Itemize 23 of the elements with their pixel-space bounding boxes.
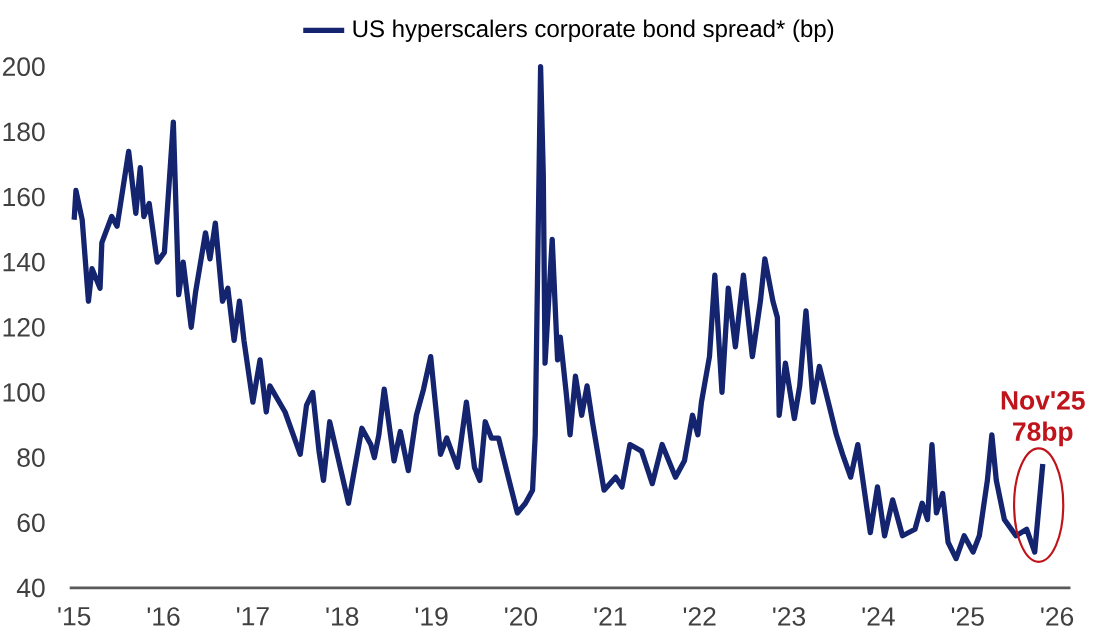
x-tick-label: '26: [1041, 607, 1074, 626]
x-tick-label: '21: [594, 607, 627, 626]
legend-label: US hyperscalers corporate bond spread* (bp): [353, 19, 834, 42]
x-tick-label: '15: [58, 607, 91, 626]
y-tick-label: 140: [3, 252, 45, 272]
x-tick-label: '23: [773, 607, 806, 626]
y-tick-label: 40: [16, 578, 45, 598]
y-tick-label: 100: [3, 383, 45, 402]
y-tick-label: 60: [17, 513, 45, 533]
x-tick-label: '19: [415, 607, 448, 626]
y-tick-label: 160: [3, 187, 45, 207]
x-tick-label: '24: [862, 607, 895, 626]
x-tick-label: '18: [326, 607, 359, 626]
x-tick-label: '16: [147, 607, 180, 626]
y-tick-label: 200: [2, 57, 45, 77]
y-tick-label: 80: [17, 448, 45, 467]
x-tick-label: '20: [505, 607, 538, 626]
x-tick-label: '22: [683, 607, 716, 626]
x-tick-label: '25: [951, 607, 984, 626]
x-tick-label: '17: [237, 607, 269, 626]
annotation: Nov'25 78bp: [1001, 391, 1085, 447]
y-tick-label: 120: [3, 317, 45, 337]
y-tick-label: 180: [3, 122, 45, 142]
